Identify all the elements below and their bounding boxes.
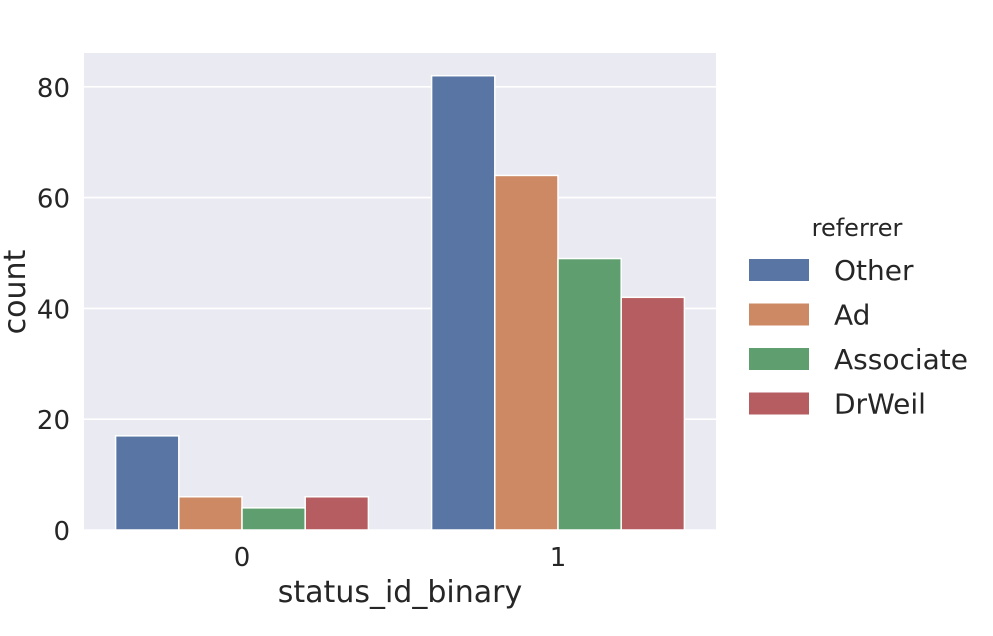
y-tick-label: 60 xyxy=(37,185,70,215)
bar-associate-1 xyxy=(557,257,622,531)
y-tick-label: 40 xyxy=(37,295,70,325)
bar-associate-0 xyxy=(241,507,306,531)
legend-title: referrer xyxy=(812,214,903,242)
legend-entry: DrWeil xyxy=(834,388,926,421)
legend-swatch xyxy=(749,392,809,415)
y-tick-label: 0 xyxy=(53,517,70,547)
bar-drweil-0 xyxy=(304,496,370,531)
legend-swatch xyxy=(749,303,809,326)
legend-entry: Other xyxy=(834,254,914,287)
x-tick-label: 0 xyxy=(234,543,251,573)
bar-ad-1 xyxy=(494,174,559,531)
legend-entry: Associate xyxy=(834,343,968,376)
y-axis-label: count xyxy=(0,249,33,334)
legend-entry: Ad xyxy=(834,299,870,332)
bar-ad-0 xyxy=(178,496,243,531)
x-tick-label: 1 xyxy=(550,543,567,573)
legend-swatch xyxy=(749,348,809,370)
y-tick-label: 20 xyxy=(37,406,70,436)
x-axis-label: status_id_binary xyxy=(278,575,522,610)
legend-swatch xyxy=(749,259,809,281)
bars xyxy=(114,74,686,531)
bar-other-0 xyxy=(114,435,180,531)
bar-drweil-1 xyxy=(620,296,686,531)
bar-other-1 xyxy=(430,74,496,531)
legend: referrer Other Ad Associate DrWeil xyxy=(749,214,968,421)
y-tick-labels: 0 20 40 60 80 xyxy=(37,74,70,547)
y-tick-label: 80 xyxy=(37,74,70,104)
